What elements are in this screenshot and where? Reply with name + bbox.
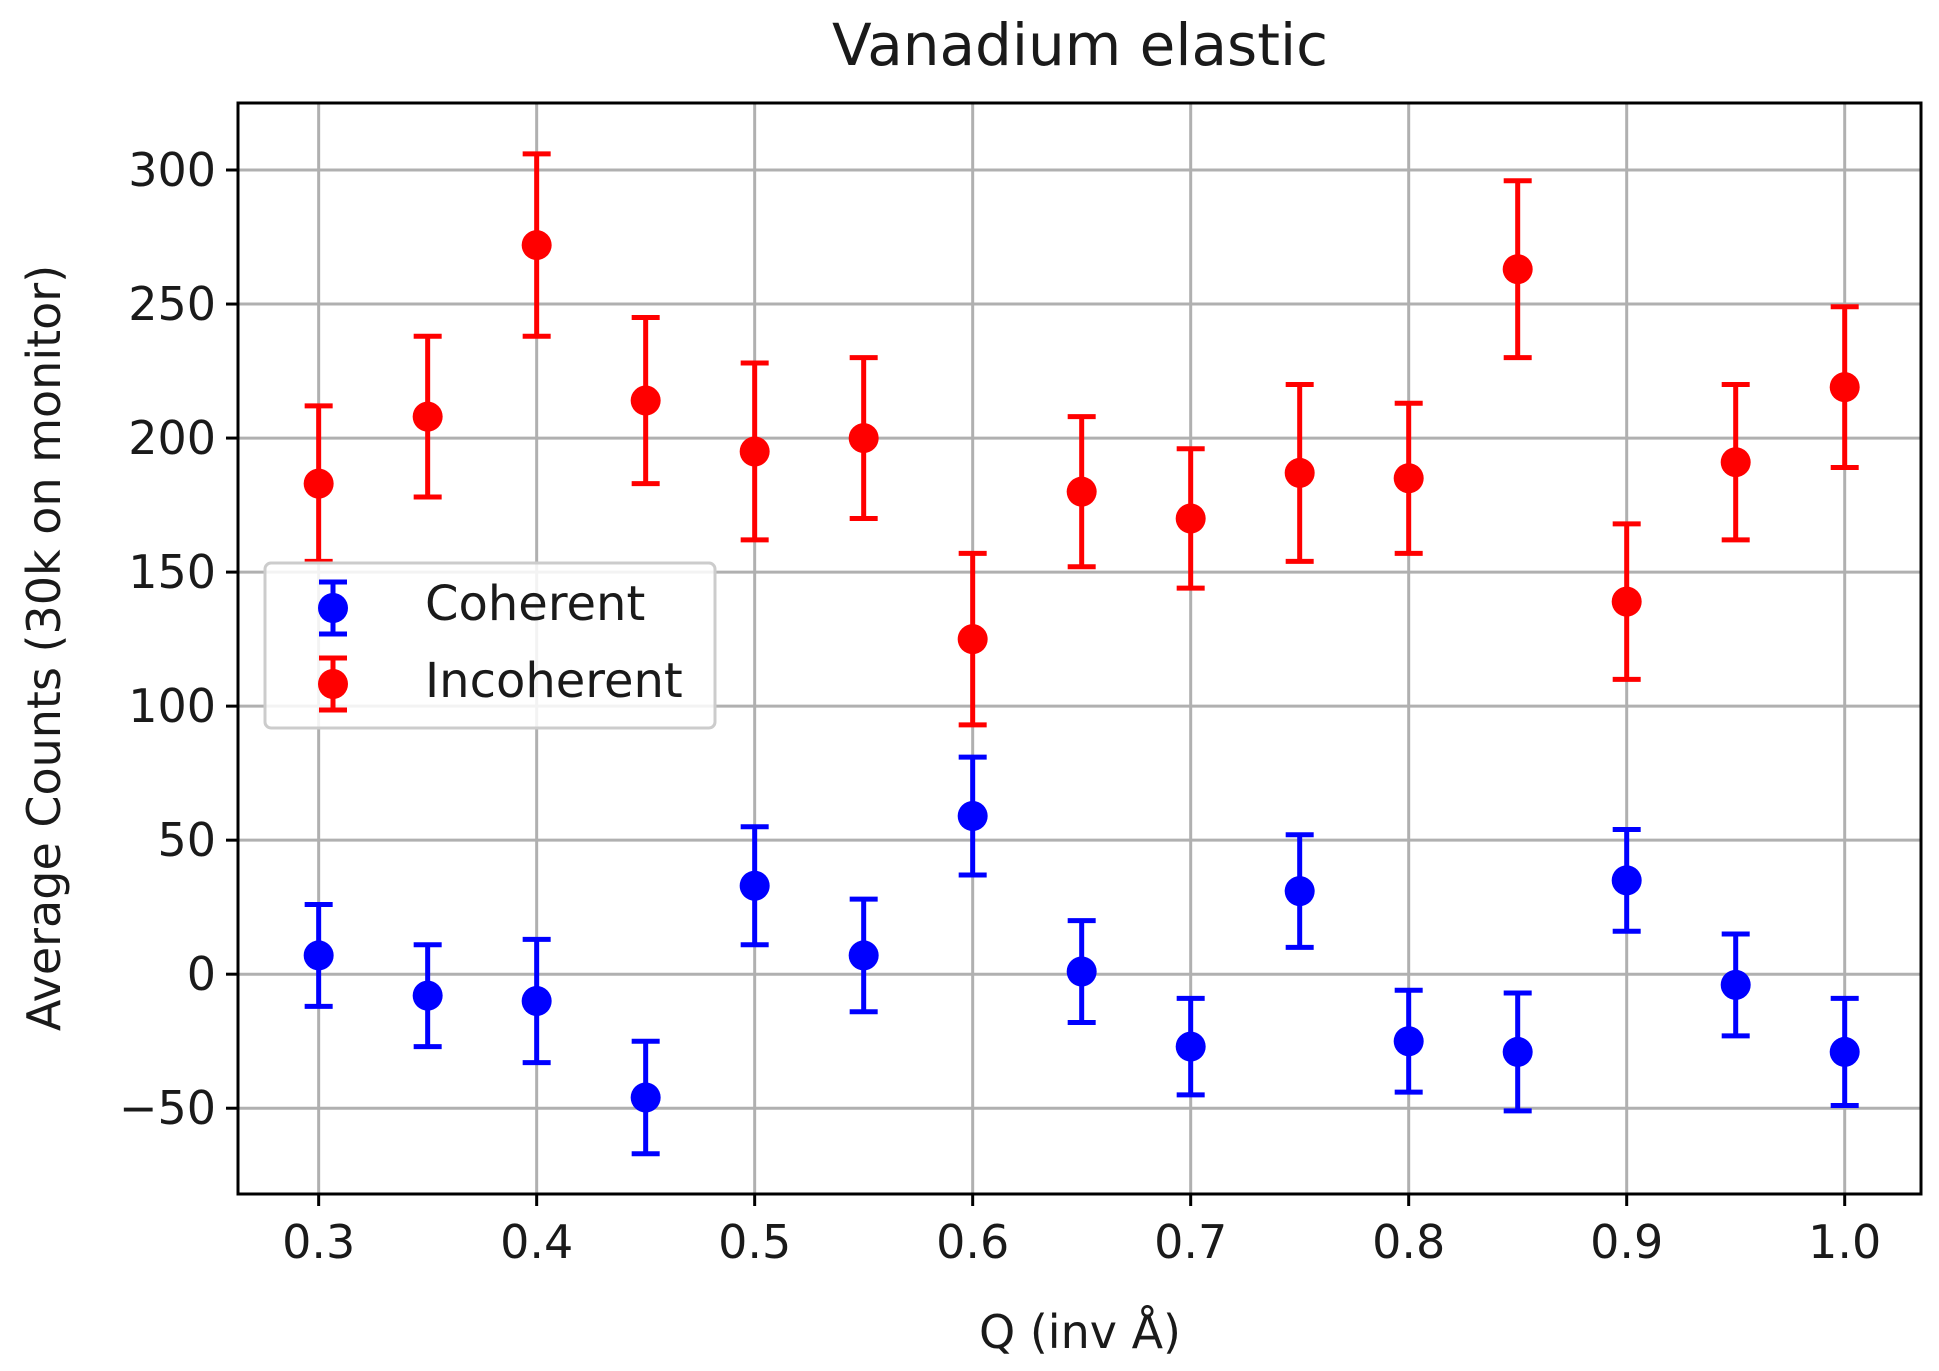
- incoherent-point: [1393, 463, 1424, 494]
- coherent-point: [1284, 876, 1315, 907]
- legend-label-incoherent: Incoherent: [425, 653, 683, 709]
- coherent-point: [303, 940, 334, 971]
- coherent-point: [739, 870, 770, 901]
- x-tick-label: 0.6: [936, 1215, 1009, 1269]
- x-tick-label: 0.8: [1372, 1215, 1445, 1269]
- coherent-point: [1829, 1036, 1860, 1067]
- y-tick-label: 200: [128, 411, 216, 465]
- coherent-point: [1611, 865, 1642, 896]
- x-axis-label: Q (inv Å): [979, 1305, 1181, 1359]
- legend-box: [263, 561, 717, 730]
- legend-marker-coherent: [318, 579, 348, 637]
- coherent-point: [1720, 969, 1751, 1000]
- y-tick-label: 50: [157, 813, 216, 867]
- coherent-point: [521, 985, 552, 1016]
- y-tick-label: 150: [128, 545, 216, 599]
- x-tick-label: 0.9: [1590, 1215, 1663, 1269]
- x-tick-label: 0.5: [718, 1215, 791, 1269]
- x-tick-label: 0.3: [282, 1215, 355, 1269]
- x-tick-label: 0.4: [500, 1215, 573, 1269]
- incoherent-point: [1175, 503, 1206, 534]
- coherent-point: [1502, 1036, 1533, 1067]
- incoherent-point: [1611, 586, 1642, 617]
- coherent-point: [957, 801, 988, 832]
- y-tick-label: −50: [119, 1081, 216, 1135]
- chart-title: Vanadium elastic: [832, 11, 1328, 79]
- coherent-point: [848, 940, 879, 971]
- coherent-point: [1175, 1031, 1206, 1062]
- incoherent-point: [957, 624, 988, 655]
- legend-label-coherent: Coherent: [425, 576, 645, 632]
- incoherent-point: [1502, 254, 1533, 285]
- incoherent-point: [1066, 476, 1097, 507]
- incoherent-point: [1284, 457, 1315, 488]
- axis-ticks: 0.3 0.4 0.5 0.6 0.7 0.8 0.9 1.0 −50 0 50 100 150 200 2…: [119, 143, 1881, 1269]
- y-tick-label: 250: [128, 277, 216, 331]
- error-bars: [304, 151, 1859, 1157]
- incoherent-point: [303, 468, 334, 499]
- incoherent-point: [848, 423, 879, 454]
- coherent-point: [630, 1082, 661, 1113]
- incoherent-point: [739, 436, 770, 467]
- coherent-point: [1393, 1026, 1424, 1057]
- y-tick-label: 0: [187, 947, 216, 1001]
- coherent-point: [412, 980, 443, 1011]
- x-tick-label: 0.7: [1154, 1215, 1227, 1269]
- incoherent-point: [630, 385, 661, 416]
- y-tick-label: 100: [128, 679, 216, 733]
- y-axis-label: Average Counts (30k on monitor): [17, 265, 71, 1031]
- plot-area-frame: [236, 101, 1923, 1196]
- x-tick-label: 1.0: [1808, 1215, 1881, 1269]
- data-points: [303, 230, 1860, 1113]
- incoherent-point: [1720, 447, 1751, 478]
- coherent-point: [1066, 956, 1097, 987]
- incoherent-point: [521, 230, 552, 261]
- y-tick-label: 300: [128, 143, 216, 197]
- legend: Coherent Incoherent: [263, 561, 717, 730]
- incoherent-point: [412, 401, 443, 432]
- legend-marker-incoherent: [318, 655, 348, 713]
- incoherent-point: [1829, 372, 1860, 403]
